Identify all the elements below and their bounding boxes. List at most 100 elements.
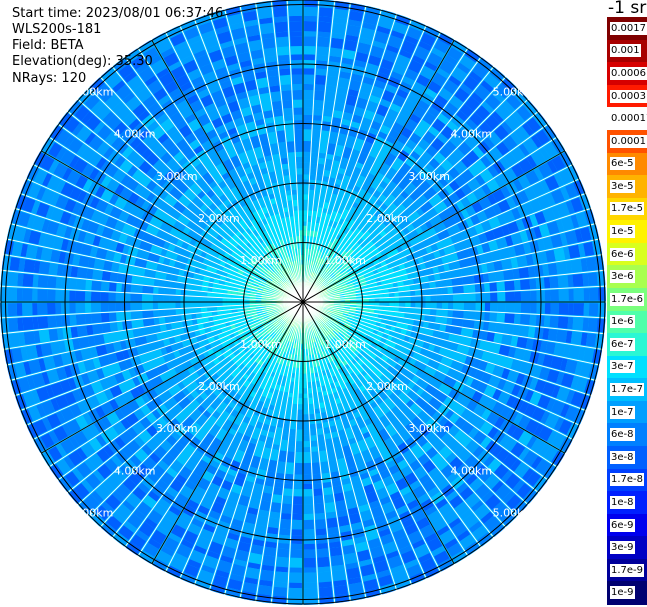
- range-gate-cell: [349, 272, 357, 278]
- range-gate-cell: [157, 302, 164, 309]
- range-gate-cell: [433, 250, 441, 259]
- range-gate-cell: [303, 221, 307, 226]
- range-gate-cell: [563, 344, 571, 358]
- range-gate-cell: [318, 157, 326, 165]
- range-gate-cell: [72, 202, 82, 215]
- range-gate-cell: [268, 75, 280, 87]
- range-gate-cell: [392, 397, 402, 406]
- range-gate-cell: [323, 317, 329, 322]
- range-gate-cell: [470, 214, 481, 226]
- range-gate-cell: [286, 194, 292, 201]
- range-gate-cell: [307, 378, 312, 383]
- range-gate-cell: [152, 294, 158, 302]
- range-gate-cell: [188, 422, 202, 436]
- range-gate-cell: [331, 331, 337, 337]
- range-gate-cell: [154, 271, 161, 279]
- range-gate-cell: [221, 45, 236, 59]
- range-gate-cell: [212, 315, 219, 321]
- range-gate-cell: [325, 502, 336, 513]
- range-gate-cell: [372, 405, 382, 414]
- range-gate-cell: [479, 421, 494, 435]
- range-gate-cell: [303, 184, 309, 190]
- range-gate-cell: [303, 435, 310, 442]
- range-gate-cell: [475, 418, 486, 430]
- range-gate-cell: [181, 208, 190, 217]
- range-gate-cell: [296, 361, 300, 369]
- range-gate-cell: [194, 486, 206, 496]
- range-gate-cell: [146, 192, 156, 203]
- range-gate-cell: [273, 289, 279, 293]
- range-gate-cell: [363, 483, 375, 495]
- range-gate-cell: [215, 419, 224, 428]
- range-gate-cell: [221, 113, 233, 124]
- range-gate-cell: [254, 393, 261, 401]
- range-gate-cell: [211, 302, 217, 307]
- range-gate-cell: [374, 514, 386, 525]
- range-gate-cell: [215, 528, 228, 538]
- range-gate-cell: [284, 275, 289, 281]
- range-gate-cell: [303, 447, 311, 453]
- range-gate-cell: [327, 143, 336, 155]
- range-gate-cell: [410, 296, 416, 302]
- range-gate-cell: [223, 226, 231, 234]
- range-gate-cell: [40, 247, 53, 261]
- range-gate-cell: [445, 452, 457, 464]
- range-gate-cell: [392, 528, 407, 541]
- range-gate-cell: [337, 509, 348, 518]
- range-gate-cell: [354, 350, 360, 356]
- range-gate-cell: [145, 333, 158, 344]
- range-gate-cell: [397, 459, 409, 470]
- range-gate-cell: [295, 151, 303, 157]
- range-gate-cell: [303, 189, 309, 195]
- range-gate-cell: [212, 346, 220, 353]
- range-gate-cell: [48, 263, 59, 276]
- range-gate-cell: [175, 517, 190, 530]
- range-gate-cell: [367, 186, 376, 195]
- range-gate-cell: [413, 360, 422, 369]
- range-gate-cell: [265, 55, 277, 63]
- range-gate-cell: [243, 380, 251, 388]
- range-gate-cell: [340, 300, 345, 302]
- range-gate-cell: [299, 235, 303, 243]
- range-gate-cell: [550, 356, 563, 370]
- range-gate-cell: [291, 373, 296, 378]
- range-gate-cell: [251, 104, 262, 114]
- range-gate-cell: [170, 315, 177, 323]
- range-gate-cell: [212, 358, 220, 365]
- range-gate-cell: [411, 393, 420, 402]
- range-gate-cell: [431, 137, 445, 151]
- range-gate-cell: [284, 346, 289, 353]
- range-gate-cell: [276, 394, 283, 402]
- range-gate-cell: [303, 83, 314, 91]
- range-gate-cell: [398, 382, 407, 392]
- range-gate-cell: [328, 257, 335, 264]
- range-gate-cell: [362, 295, 370, 299]
- range-gate-cell: [342, 49, 356, 60]
- range-gate-cell: [234, 117, 245, 127]
- range-gate-cell: [484, 230, 496, 242]
- range-gate-cell: [128, 118, 141, 131]
- range-gate-cell: [430, 309, 437, 316]
- range-gate-cell: [323, 374, 328, 380]
- range-gate-cell: [257, 197, 264, 204]
- range-gate-cell: [281, 352, 287, 359]
- range-gate-cell: [208, 282, 214, 288]
- range-gate-cell: [393, 207, 403, 217]
- range-gate-cell: [223, 158, 235, 172]
- range-gate-cell: [215, 377, 224, 385]
- range-gate-cell: [181, 448, 193, 459]
- range-gate-cell: [208, 510, 221, 520]
- range-gate-cell: [162, 257, 171, 266]
- range-gate-cell: [303, 107, 313, 115]
- range-gate-cell: [360, 82, 373, 95]
- range-gate-cell: [95, 247, 108, 260]
- range-gate-cell: [319, 286, 326, 291]
- range-gate-cell: [478, 233, 488, 244]
- range-gate-cell: [153, 503, 168, 517]
- range-gate-cell: [388, 202, 398, 212]
- range-gate-cell: [412, 352, 420, 360]
- range-gate-cell: [336, 317, 342, 321]
- range-gate-cell: [280, 191, 286, 197]
- range-gate-cell: [325, 91, 336, 102]
- range-gate-cell: [314, 267, 319, 274]
